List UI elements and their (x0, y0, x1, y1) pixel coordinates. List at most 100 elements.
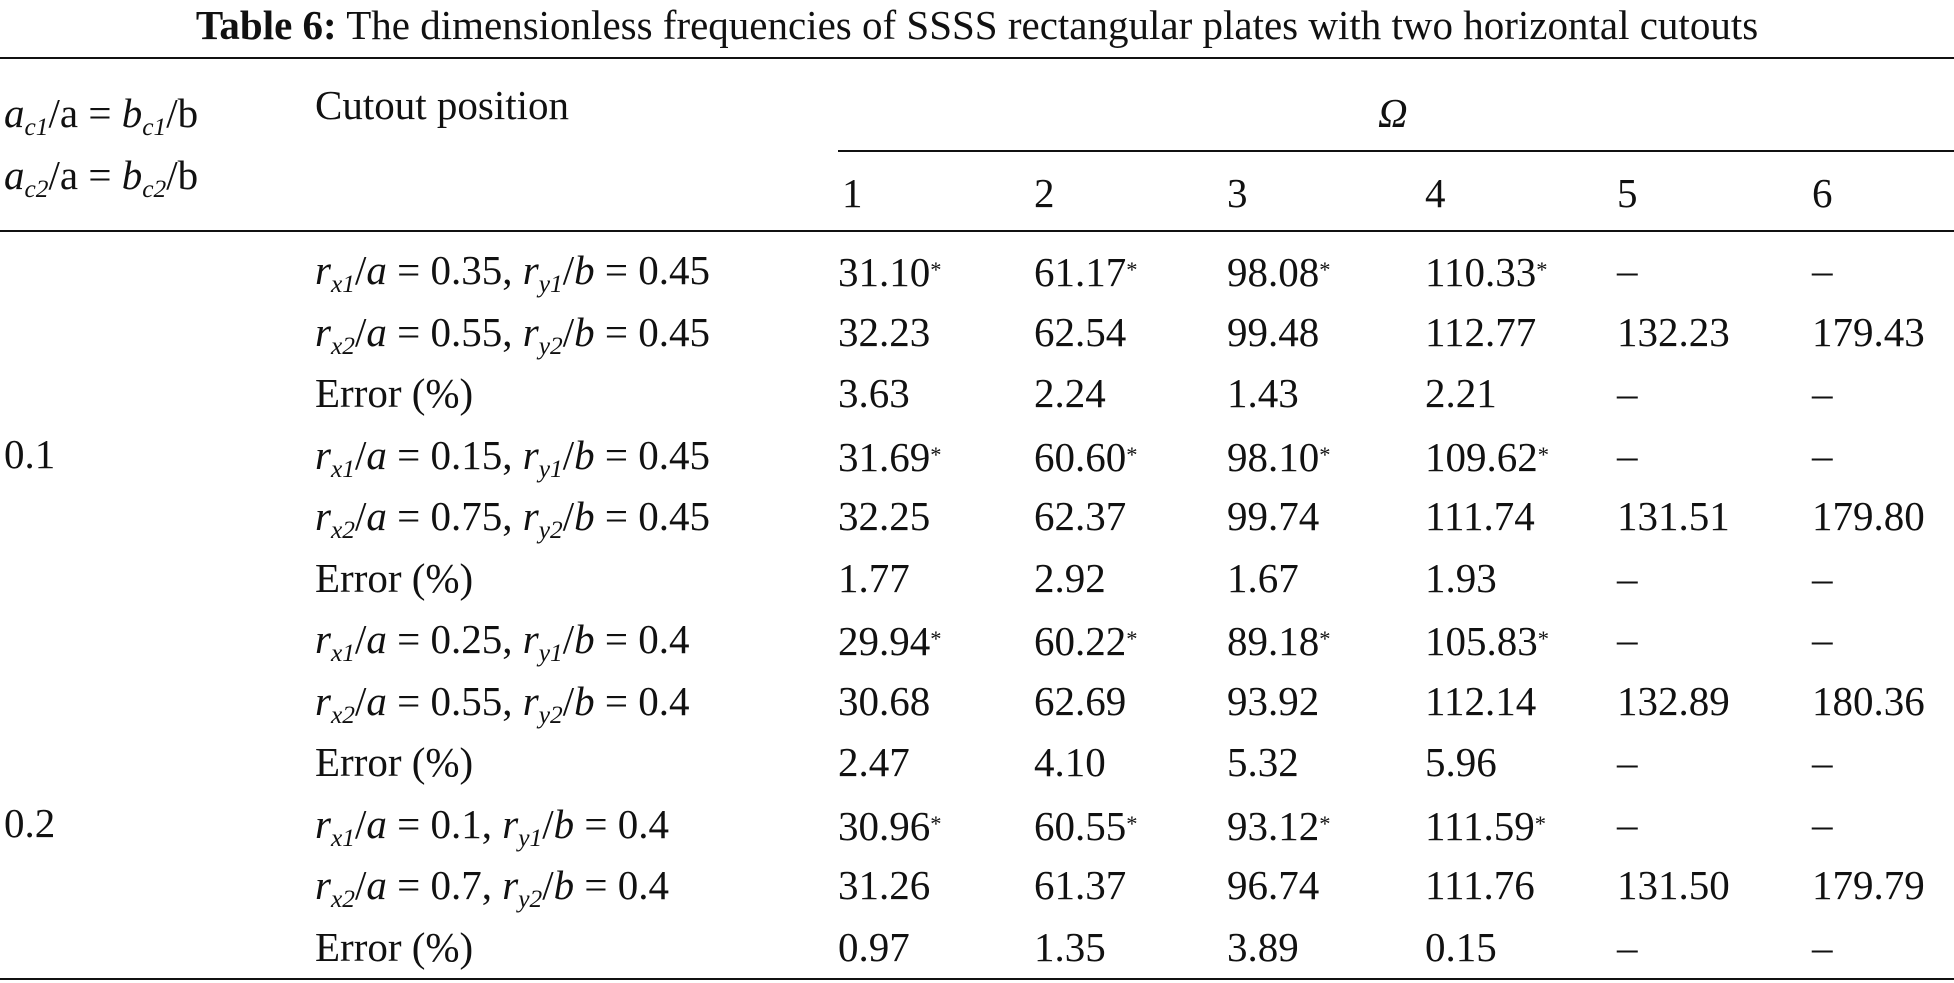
error-label: Error (%) (315, 555, 474, 601)
value-cell: – (1617, 801, 1638, 847)
value-cell: 131.51 (1617, 493, 1730, 539)
star-mark: * (1534, 811, 1546, 836)
value-cell: 29.94* (838, 618, 942, 664)
bottom-rule (0, 978, 1954, 980)
cutout-position: rx1/a = 0.35, ry1/b = 0.45 (315, 247, 710, 298)
value-cell: 32.25 (838, 493, 931, 539)
value-cell: 31.69* (838, 434, 942, 480)
header-mode-5: 5 (1617, 170, 1638, 216)
value-cell: 2.21 (1425, 370, 1497, 416)
star-mark: * (930, 811, 942, 836)
value-cell: 62.37 (1034, 493, 1127, 539)
value-cell: 99.48 (1227, 309, 1320, 355)
header-rule (0, 230, 1954, 232)
value-cell: – (1812, 739, 1833, 785)
value-cell: 1.43 (1227, 370, 1299, 416)
star-mark: * (1126, 811, 1138, 836)
cutout-position: rx2/a = 0.7, ry2/b = 0.4 (315, 862, 669, 913)
table-caption: Table 6: The dimensionless frequencies o… (0, 0, 1954, 60)
cutout-position: rx1/a = 0.25, ry1/b = 0.4 (315, 616, 690, 667)
value-cell: 105.83* (1425, 618, 1550, 664)
value-cell: 2.24 (1034, 370, 1106, 416)
star-mark: * (930, 442, 942, 467)
star-mark: * (1126, 257, 1138, 282)
value-cell: 1.67 (1227, 555, 1299, 601)
value-cell: 89.18* (1227, 618, 1331, 664)
value-cell: 112.14 (1425, 678, 1537, 724)
caption-text: The dimensionless frequencies of SSSS re… (346, 2, 1759, 48)
cutout-position: rx1/a = 0.1, ry1/b = 0.4 (315, 801, 669, 852)
cutout-position: rx2/a = 0.55, ry2/b = 0.45 (315, 309, 710, 360)
value-cell: – (1812, 432, 1833, 478)
value-cell: 60.22* (1034, 618, 1138, 664)
value-cell: 2.47 (838, 739, 910, 785)
value-cell: 111.59* (1425, 803, 1546, 849)
top-rule (0, 57, 1954, 59)
value-cell: 61.37 (1034, 862, 1127, 908)
star-mark: * (1126, 442, 1138, 467)
value-cell: 61.17* (1034, 249, 1138, 295)
value-cell: – (1617, 924, 1638, 970)
header-size-line2: ac2/a = bc2/b (4, 152, 199, 203)
header-mode-2: 2 (1034, 170, 1055, 216)
caption-label: Table 6: (195, 2, 337, 48)
error-label: Error (%) (315, 739, 474, 785)
value-cell: 5.32 (1227, 739, 1299, 785)
value-cell: 62.54 (1034, 309, 1127, 355)
value-cell: 131.50 (1617, 862, 1730, 908)
cutout-position: rx2/a = 0.75, ry2/b = 0.45 (315, 493, 710, 544)
value-cell: 179.43 (1812, 309, 1925, 355)
value-cell: 132.23 (1617, 309, 1730, 355)
value-cell: 32.23 (838, 309, 931, 355)
value-cell: 4.10 (1034, 739, 1106, 785)
value-cell: 31.26 (838, 862, 931, 908)
value-cell: 93.12* (1227, 803, 1331, 849)
value-cell: – (1812, 370, 1833, 416)
value-cell: 1.77 (838, 555, 910, 601)
value-cell: – (1812, 924, 1833, 970)
value-cell: 2.92 (1034, 555, 1106, 601)
error-label: Error (%) (315, 924, 474, 970)
value-cell: 1.93 (1425, 555, 1497, 601)
value-cell: – (1812, 555, 1833, 601)
header-omega: Ω (1378, 90, 1408, 136)
cutout-position: rx1/a = 0.15, ry1/b = 0.45 (315, 432, 710, 483)
star-mark: * (1319, 811, 1331, 836)
value-cell: 96.74 (1227, 862, 1320, 908)
value-cell: 0.15 (1425, 924, 1497, 970)
star-mark: * (1537, 442, 1550, 467)
value-cell: – (1617, 432, 1638, 478)
star-mark: * (1319, 257, 1331, 282)
value-cell: – (1617, 555, 1638, 601)
value-cell: 179.79 (1812, 862, 1925, 908)
star-mark: * (1536, 257, 1548, 282)
value-cell: – (1617, 247, 1638, 293)
star-mark: * (1126, 626, 1138, 651)
value-cell: 30.68 (838, 678, 931, 724)
star-mark: * (1319, 626, 1331, 651)
value-cell: 111.76 (1425, 862, 1535, 908)
value-cell: 98.08* (1227, 249, 1331, 295)
omega-rule (838, 150, 1954, 152)
value-cell: 60.55* (1034, 803, 1138, 849)
star-mark: * (930, 626, 942, 651)
header-mode-3: 3 (1227, 170, 1248, 216)
header-size-line1: ac1/a = bc1/b (4, 90, 199, 141)
value-cell: 99.74 (1227, 493, 1320, 539)
value-cell: – (1617, 370, 1638, 416)
value-cell: – (1812, 247, 1833, 293)
error-label: Error (%) (315, 370, 474, 416)
star-mark: * (1319, 442, 1331, 467)
value-cell: 3.89 (1227, 924, 1299, 970)
value-cell: 3.63 (838, 370, 910, 416)
header-mode-4: 4 (1425, 170, 1446, 216)
value-cell: 98.10* (1227, 434, 1331, 480)
value-cell: 0.97 (838, 924, 910, 970)
value-cell: 93.92 (1227, 678, 1320, 724)
value-cell: 132.89 (1617, 678, 1730, 724)
value-cell: 112.77 (1425, 309, 1537, 355)
size-label-0.1: 0.1 (4, 431, 56, 477)
value-cell: – (1812, 801, 1833, 847)
value-cell: 62.69 (1034, 678, 1127, 724)
size-label-0.2: 0.2 (4, 800, 56, 846)
